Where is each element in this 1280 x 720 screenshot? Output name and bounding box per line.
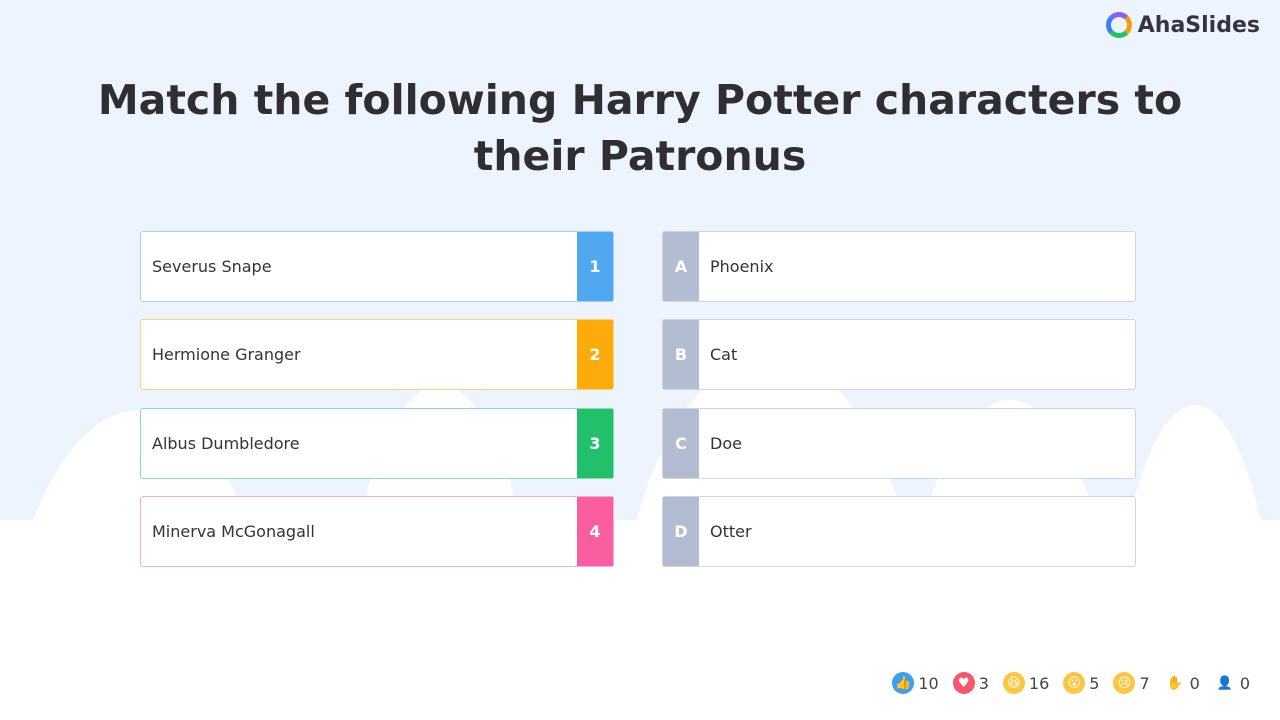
heart-icon: ♥ (952, 672, 975, 694)
reaction-heart[interactable]: ♥ 3 (952, 672, 989, 694)
right-item[interactable]: D Otter (662, 496, 1136, 567)
left-item[interactable]: Minerva McGonagall 4 (140, 496, 614, 567)
laughing-face-icon: 😆 (1002, 672, 1025, 694)
right-item-label: Otter (710, 522, 752, 541)
left-item-label: Hermione Granger (152, 345, 301, 364)
left-item[interactable]: Hermione Granger 2 (140, 319, 614, 390)
right-item-letter: B (663, 320, 699, 389)
reaction-participant[interactable]: 👤 0 (1214, 672, 1250, 694)
brand-name: AhaSlides (1137, 12, 1260, 38)
thumbs-up-icon: 👍 (892, 672, 915, 694)
participant-icon: 👤 (1216, 675, 1233, 691)
reaction-count: 3 (978, 673, 989, 693)
reactions-bar: 👍 10 ♥ 3 😆 16 😮 5 😢 7 ✋ 0 👤 0 (892, 672, 1250, 694)
logo-icon (1105, 12, 1132, 38)
reaction-count: 7 (1139, 673, 1150, 693)
left-item-label: Albus Dumbledore (152, 434, 300, 453)
reaction-surprised-face[interactable]: 😮 5 (1063, 672, 1099, 694)
right-item-letter: A (663, 232, 699, 301)
reaction-count: 10 (918, 673, 939, 693)
left-item-number: 2 (577, 320, 613, 389)
right-item[interactable]: A Phoenix (662, 231, 1136, 302)
question-title: Match the following Harry Potter charact… (97, 76, 1183, 180)
left-item-label: Minerva McGonagall (152, 522, 315, 541)
reaction-count: 0 (1189, 673, 1200, 693)
left-item[interactable]: Severus Snape 1 (140, 231, 614, 302)
left-item-number: 1 (577, 232, 613, 301)
sad-face-icon: 😢 (1113, 672, 1136, 694)
right-item-label: Phoenix (710, 257, 774, 276)
reaction-count: 5 (1089, 673, 1100, 693)
reaction-count: 0 (1239, 673, 1250, 693)
reaction-thumbs-up[interactable]: 👍 10 (892, 672, 939, 694)
reaction-raised-hand[interactable]: ✋ 0 (1164, 672, 1200, 694)
right-item-label: Cat (710, 345, 738, 364)
right-item[interactable]: B Cat (662, 319, 1136, 390)
ahaslides-logo: AhaSlides (1105, 12, 1260, 38)
left-item[interactable]: Albus Dumbledore 3 (140, 408, 614, 479)
reaction-laughing-face[interactable]: 😆 16 (1002, 672, 1050, 694)
reaction-count: 16 (1028, 673, 1050, 693)
left-item-number: 3 (577, 409, 613, 478)
right-item-label: Doe (710, 434, 742, 453)
right-item-letter: C (663, 409, 699, 478)
reaction-sad-face[interactable]: 😢 7 (1113, 672, 1150, 694)
surprised-face-icon: 😮 (1063, 672, 1086, 694)
left-item-label: Severus Snape (152, 257, 272, 276)
right-item-letter: D (663, 497, 699, 566)
right-item[interactable]: C Doe (662, 408, 1136, 479)
raised-hand-icon: ✋ (1166, 675, 1183, 691)
left-item-number: 4 (577, 497, 613, 566)
